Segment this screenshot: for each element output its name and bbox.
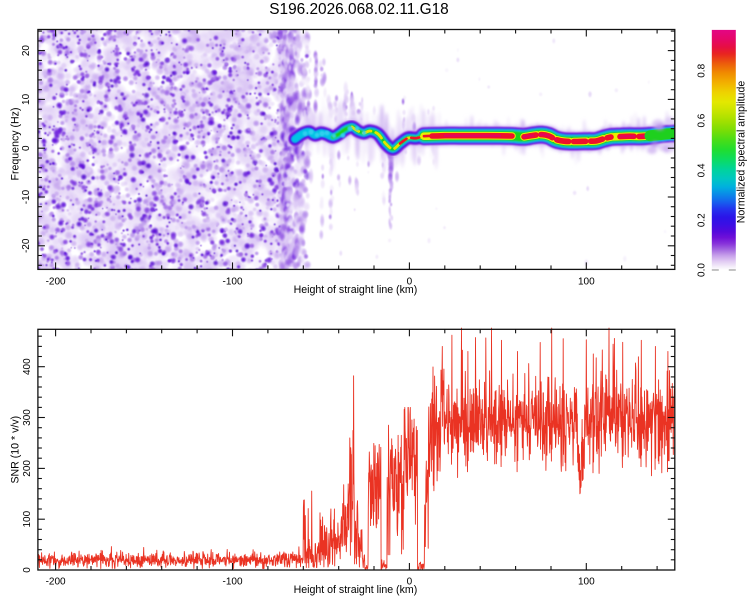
svg-text:-20: -20: [21, 238, 32, 253]
svg-text:100: 100: [578, 577, 595, 588]
svg-text:-100: -100: [222, 577, 242, 588]
svg-text:300: 300: [22, 409, 33, 426]
svg-text:0: 0: [21, 145, 32, 151]
svg-text:0.0: 0.0: [697, 263, 708, 277]
svg-text:100: 100: [22, 510, 33, 527]
svg-text:0.6: 0.6: [697, 113, 708, 127]
svg-text:0: 0: [407, 577, 413, 588]
svg-text:10: 10: [21, 93, 32, 105]
svg-text:-200: -200: [46, 577, 66, 588]
svg-text:100: 100: [578, 277, 595, 288]
svg-text:-100: -100: [222, 277, 242, 288]
svg-text:0: 0: [22, 567, 33, 573]
svg-text:S196.2026.068.02.11.G18: S196.2026.068.02.11.G18: [269, 1, 448, 18]
svg-text:0.8: 0.8: [697, 63, 708, 77]
svg-text:0.4: 0.4: [697, 163, 708, 177]
svg-text:20: 20: [21, 45, 32, 57]
svg-text:SNR (10 * v/v): SNR (10 * v/v): [10, 416, 22, 484]
svg-text:-10: -10: [21, 189, 32, 204]
svg-text:200: 200: [22, 460, 33, 477]
svg-text:Frequency (Hz): Frequency (Hz): [10, 108, 22, 181]
svg-text:0: 0: [407, 277, 413, 288]
svg-text:Normalized spectral amplitude: Normalized spectral amplitude: [736, 81, 748, 224]
svg-text:0.2: 0.2: [697, 213, 708, 227]
svg-text:-200: -200: [46, 277, 66, 288]
svg-text:Height of straight line (km): Height of straight line (km): [294, 584, 418, 596]
svg-text:Height of straight line (km): Height of straight line (km): [294, 284, 418, 296]
svg-text:400: 400: [22, 358, 33, 375]
